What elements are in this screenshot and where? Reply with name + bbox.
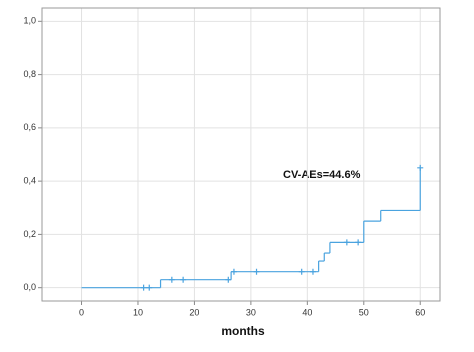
censor-mark: [417, 164, 424, 171]
y-tick-label: 0,0: [23, 282, 36, 292]
x-axis-label: months: [221, 324, 265, 338]
y-tick-label: 0,8: [23, 69, 36, 79]
censor-mark: [180, 276, 187, 283]
x-tick-label: 20: [189, 307, 199, 317]
censor-mark: [168, 276, 175, 283]
censor-mark: [355, 239, 362, 246]
censor-mark: [309, 268, 316, 275]
x-tick-label: 40: [302, 307, 312, 317]
x-tick-label: 30: [246, 307, 256, 317]
x-tick-label: 10: [133, 307, 143, 317]
y-tick-label: 0,6: [23, 122, 36, 132]
censor-mark: [298, 268, 305, 275]
censor-mark: [225, 276, 232, 283]
censor-mark: [146, 284, 153, 291]
y-tick-label: 1,0: [23, 16, 36, 26]
censor-mark: [230, 268, 237, 275]
x-tick-label: 0: [79, 307, 84, 317]
x-tick-label: 60: [415, 307, 425, 317]
censor-mark: [253, 268, 260, 275]
plot-frame: [41, 7, 441, 302]
x-tick-label: 50: [359, 307, 369, 317]
y-tick-label: 0,4: [23, 176, 36, 186]
annotation: CV-AEs=44.6%: [283, 169, 361, 181]
censor-mark: [140, 284, 147, 291]
y-tick-label: 0,2: [23, 229, 36, 239]
censor-mark: [343, 239, 350, 246]
